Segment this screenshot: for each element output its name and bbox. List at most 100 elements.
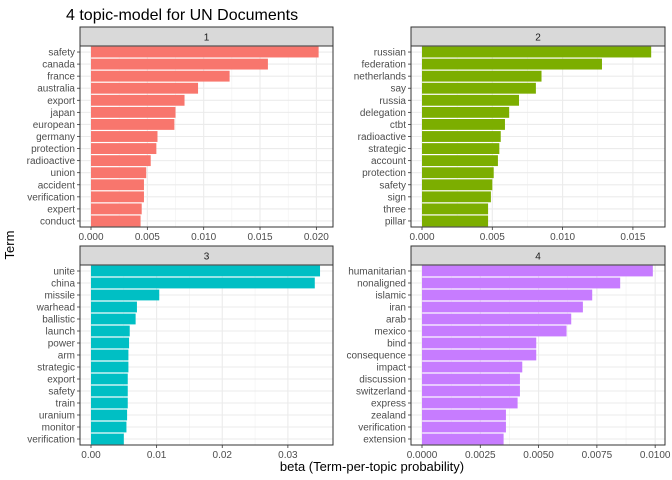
y-tick-label: warhead	[36, 303, 75, 314]
bar-zealand	[422, 409, 506, 421]
bar-extension	[422, 433, 504, 445]
x-tick-label: 0.015	[248, 232, 273, 243]
y-tick-label: strategic	[368, 144, 406, 155]
bar-bind	[422, 337, 537, 349]
bar-sign	[422, 191, 491, 203]
bar-iran	[422, 301, 583, 313]
bar-launch	[91, 325, 130, 337]
facet-strip-label: 2	[535, 33, 541, 44]
y-tick-label: say	[390, 84, 406, 95]
y-tick-label: protection	[362, 168, 406, 179]
x-tick-label: 0.010	[550, 232, 575, 243]
panel-border	[79, 264, 334, 446]
bar-safety	[91, 385, 128, 397]
y-tick-label: consequence	[347, 351, 407, 362]
y-tick-label: account	[371, 156, 406, 167]
y-tick-label: humanitarian	[348, 267, 406, 278]
facet-panel-3: 3 unitechinamissilewarheadballisticlaunch…	[27, 245, 334, 461]
bar-warhead	[91, 301, 137, 313]
facet-panel-4: 4 humanitariannonalignedislamiciranarabme…	[347, 245, 671, 461]
bar-pillar	[422, 215, 489, 227]
bar-unite	[91, 265, 321, 277]
x-tick-label: 0.015	[620, 232, 645, 243]
y-tick-label: radioactive	[358, 132, 407, 143]
y-tick-label: verification	[27, 192, 75, 203]
y-tick-label: ctbt	[390, 120, 406, 131]
y-tick-label: verification	[27, 435, 75, 446]
y-tick-label: train	[56, 399, 75, 410]
panel-border	[79, 45, 334, 228]
x-tick-label: 0.005	[135, 232, 160, 243]
bar-australia	[91, 82, 199, 94]
bar-export	[91, 94, 185, 106]
y-tick-label: european	[33, 120, 75, 131]
bar-nonaligned	[422, 277, 621, 289]
y-tick-label: arm	[58, 351, 75, 362]
y-tick-label: mexico	[374, 327, 406, 338]
y-tick-label: export	[47, 375, 75, 386]
x-tick-label: 0.00	[81, 450, 101, 461]
y-tick-label: japan	[50, 108, 75, 119]
bar-islamic	[422, 289, 593, 301]
y-tick-label: safety	[379, 180, 406, 191]
bar-switzerland	[422, 385, 520, 397]
bar-express	[422, 397, 518, 409]
y-tick-label: iran	[389, 303, 406, 314]
y-tick-label: russian	[374, 48, 406, 59]
bar-china	[91, 277, 315, 289]
y-tick-label: export	[47, 96, 75, 107]
x-tick-label: 0.005	[480, 232, 505, 243]
bar-three	[422, 203, 489, 215]
bar-european	[91, 119, 175, 130]
y-tick-label: uranium	[39, 411, 75, 422]
bar-japan	[91, 106, 176, 118]
bar-train	[91, 397, 128, 409]
bar-canada	[91, 58, 268, 70]
bar-conduct	[91, 215, 141, 227]
bar-verification	[91, 191, 144, 203]
facet-panel-1: 1safetycanadafranceaustraliaexportjapane…	[27, 26, 334, 243]
y-tick-label: nonaligned	[357, 279, 406, 290]
y-tick-label: islamic	[375, 291, 406, 302]
y-tick-label: three	[383, 204, 406, 215]
x-tick-label: 0.010	[191, 232, 216, 243]
y-tick-label: expert	[47, 204, 75, 215]
bar-germany	[91, 131, 158, 142]
bar-ballistic	[91, 313, 136, 325]
y-tick-label: impact	[377, 363, 407, 374]
y-tick-label: pillar	[385, 216, 407, 227]
y-tick-label: sign	[388, 192, 406, 203]
x-axis-title: beta (Term-per-topic probability)	[280, 459, 464, 474]
x-tick-label: 0.0025	[465, 450, 496, 461]
bar-ctbt	[422, 119, 505, 130]
bar-protection	[422, 167, 494, 179]
y-axis-title: Term	[2, 231, 17, 260]
bar-arab	[422, 313, 572, 325]
bar-russia	[422, 94, 520, 106]
bar-missile	[91, 289, 160, 301]
y-tick-label: radioactive	[27, 156, 76, 167]
facet-strip-label: 3	[204, 252, 210, 263]
x-tick-label: 0.0100	[640, 450, 671, 461]
bar-verification	[422, 421, 506, 433]
y-tick-label: russia	[379, 96, 406, 107]
y-tick-label: federation	[362, 60, 406, 71]
panel-border	[410, 264, 666, 446]
bar-arm	[91, 349, 129, 361]
bar-safety	[422, 179, 493, 191]
bar-mexico	[422, 325, 567, 337]
panel-border	[410, 45, 666, 228]
bar-delegation	[422, 106, 510, 118]
bar-strategic	[91, 361, 129, 373]
bar-power	[91, 337, 130, 349]
x-tick-label: 0.01	[147, 450, 167, 461]
y-tick-label: protection	[31, 144, 75, 155]
y-tick-label: verification	[358, 423, 406, 434]
chart-title: 4 topic-model for UN Documents	[66, 7, 298, 24]
y-tick-label: canada	[42, 60, 75, 71]
y-tick-label: arab	[386, 315, 406, 326]
bar-consequence	[422, 349, 537, 361]
bar-verification	[91, 433, 124, 445]
y-tick-label: unite	[53, 267, 75, 278]
